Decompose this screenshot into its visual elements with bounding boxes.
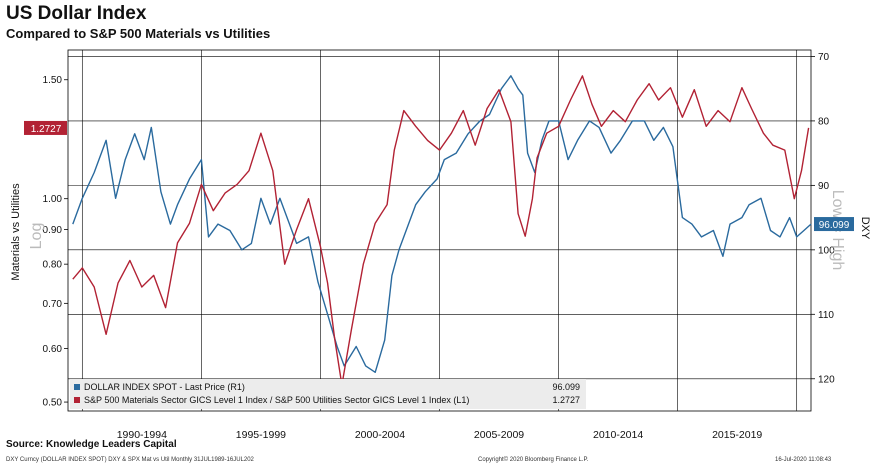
chart-subtitle: Compared to S&P 500 Materials vs Utiliti… <box>6 26 271 41</box>
right-tick-label: 80 <box>818 116 830 127</box>
ratio-series-line <box>72 75 810 386</box>
right-tick-label: 100 <box>818 245 835 256</box>
left-tick-label: 0.90 <box>43 225 63 236</box>
left-tick-label: 0.80 <box>43 260 63 271</box>
current-usd-value: 96.099 <box>819 220 850 231</box>
source-note: Source: Knowledge Leaders Capital <box>6 439 177 450</box>
right-tick-label: 90 <box>818 181 830 192</box>
left-axis-title: Materials vs Utilities <box>10 183 22 281</box>
right-tick-label: 120 <box>818 374 835 385</box>
x-tick-label: 2005-2009 <box>474 429 524 441</box>
left-tick-label: 0.60 <box>43 344 63 355</box>
usd-series-line <box>72 75 812 373</box>
left-tick-label: 1.00 <box>43 194 63 205</box>
legend-item-ratio: S&P 500 Materials Sector GICS Level 1 In… <box>74 395 469 405</box>
x-tick-label: 2010-2014 <box>593 429 643 441</box>
current-usd-tag <box>814 217 854 232</box>
right-tick-label: 70 <box>818 52 830 63</box>
current-ratio-tag <box>24 120 67 135</box>
legend: DOLLAR INDEX SPOT - Last Price (R1) 96.0… <box>70 379 586 409</box>
legend-label-usd: DOLLAR INDEX SPOT - Last Price (R1) <box>84 382 245 392</box>
chart-title: US Dollar Index <box>6 3 147 24</box>
footer-center: Copyright© 2020 Bloomberg Finance L.P. <box>478 457 589 463</box>
legend-label-ratio: S&P 500 Materials Sector GICS Level 1 In… <box>84 395 470 405</box>
footer-left: DXY Curncy (DOLLAR INDEX SPOT) DXY & SPX… <box>6 457 254 463</box>
left-tick-label: 1.50 <box>43 75 63 86</box>
x-tick-label: 2000-2004 <box>355 429 405 441</box>
left-tick-label: 0.50 <box>43 398 63 409</box>
legend-swatch-ratio <box>74 397 80 403</box>
legend-value-ratio: 1.2727 <box>552 395 580 405</box>
right-tick-label: 110 <box>818 310 834 321</box>
legend-value-usd: 96.099 <box>552 382 580 392</box>
x-tick-label: 1990-1994 <box>117 429 167 441</box>
x-tick-label: 2015-2019 <box>712 429 762 441</box>
x-tick-label: 1995-1999 <box>236 429 286 441</box>
footer-right: 16-Jul-2020 11:08:43 <box>775 457 832 463</box>
right-axis-title: DXY <box>859 217 871 240</box>
left-tick-label: 0.70 <box>43 299 63 310</box>
legend-swatch-usd <box>74 384 80 390</box>
left-scale-label: Log <box>28 223 45 250</box>
current-ratio-value: 1.2727 <box>31 124 62 135</box>
legend-item-usd: DOLLAR INDEX SPOT - Last Price (R1) <box>74 382 245 392</box>
